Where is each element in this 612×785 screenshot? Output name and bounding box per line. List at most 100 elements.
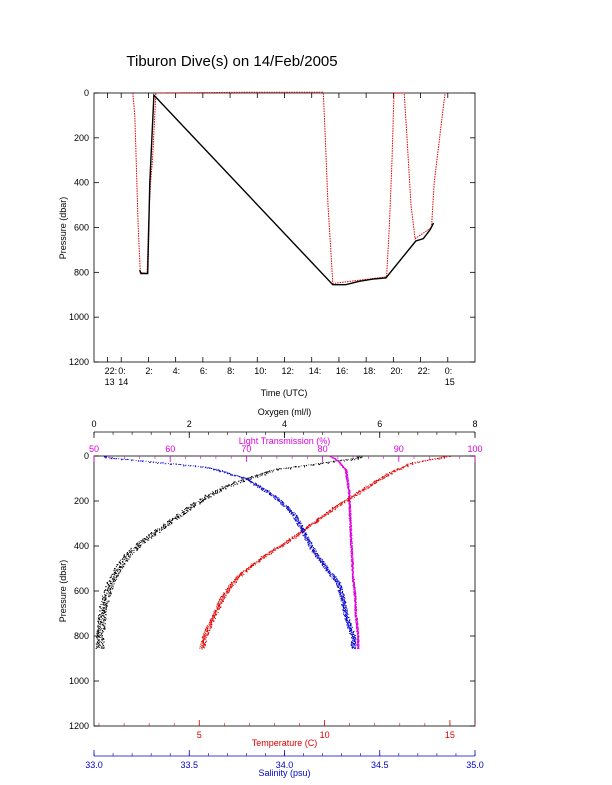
data-point (403, 466, 405, 468)
data-point (105, 607, 107, 609)
data-point (227, 589, 229, 591)
data-point (395, 470, 397, 472)
data-point (347, 475, 349, 477)
data-point (352, 576, 354, 578)
data-point (155, 531, 157, 533)
data-point (351, 646, 353, 648)
data-point (320, 518, 322, 520)
data-point (119, 571, 121, 573)
data-point (333, 574, 335, 576)
data-point (304, 529, 306, 530)
data-point (340, 582, 342, 584)
data-point (347, 622, 348, 624)
data-point (411, 463, 413, 465)
data-point (327, 514, 329, 515)
data-point (215, 490, 217, 492)
data-point (175, 518, 177, 519)
data-point (208, 623, 210, 625)
water-column-y-axis-label: Pressure (dbar) (58, 560, 68, 623)
data-point (203, 633, 204, 635)
data-point (332, 573, 333, 575)
data-point (233, 475, 235, 477)
data-point (253, 563, 254, 565)
data-point (230, 582, 232, 584)
data-point (322, 563, 323, 564)
data-point (281, 504, 283, 506)
data-point (352, 636, 354, 638)
data-point (346, 612, 348, 613)
data-point (255, 482, 257, 484)
data-point (351, 642, 352, 644)
data-point (350, 505, 351, 507)
data-point (310, 546, 312, 548)
data-point (348, 510, 350, 512)
data-point (347, 488, 349, 489)
data-point (333, 576, 335, 578)
data-point (215, 491, 216, 493)
x-tick-label: 10: (254, 366, 267, 376)
data-point (331, 507, 333, 509)
oxygen-profile-line (99, 455, 361, 649)
data-point (300, 532, 302, 534)
data-point (246, 479, 248, 481)
data-point (167, 521, 168, 522)
data-point (102, 631, 104, 633)
data-point (218, 602, 219, 604)
data-point (101, 621, 103, 623)
data-point (229, 589, 231, 591)
data-point (160, 462, 162, 464)
y-tick-label: 200 (74, 133, 89, 143)
data-point (343, 460, 345, 462)
data-point (341, 600, 343, 602)
data-point (350, 551, 352, 553)
data-point (350, 460, 352, 461)
data-point (262, 489, 264, 491)
data-point (250, 567, 252, 568)
sal-tick-label: 35.0 (466, 760, 484, 770)
data-point (341, 599, 343, 601)
data-point (346, 459, 348, 461)
data-point (351, 550, 353, 551)
data-point (208, 496, 210, 498)
data-point (269, 493, 271, 495)
data-point (444, 456, 446, 458)
data-point (119, 561, 121, 563)
data-point (293, 515, 295, 516)
data-point (150, 461, 151, 463)
data-point (209, 625, 211, 627)
data-point (237, 579, 238, 581)
data-point (357, 638, 359, 640)
data-point (138, 460, 140, 462)
data-point (314, 554, 316, 556)
data-point (355, 593, 357, 595)
data-point (228, 483, 230, 485)
data-point (346, 471, 348, 473)
data-point (280, 502, 282, 504)
data-point (406, 465, 408, 467)
data-point (347, 479, 349, 481)
data-point (309, 540, 311, 542)
data-point (329, 569, 331, 571)
data-point (301, 527, 303, 529)
data-point (108, 586, 110, 588)
data-point (239, 573, 241, 575)
data-point (304, 536, 306, 538)
data-point (301, 529, 303, 531)
data-point (348, 496, 350, 498)
data-point (234, 484, 236, 485)
data-point (325, 570, 327, 572)
data-point (223, 488, 225, 490)
data-point (184, 508, 186, 510)
data-point (335, 580, 337, 582)
data-point (315, 553, 317, 555)
data-point (148, 534, 149, 536)
data-point (98, 645, 100, 647)
data-point (308, 544, 310, 546)
temp-axis-label: Temperature (C) (252, 738, 318, 748)
data-point (162, 462, 164, 464)
data-point (351, 541, 353, 543)
data-point (375, 480, 377, 482)
data-point (299, 523, 301, 525)
data-point (226, 591, 228, 593)
data-point (145, 538, 147, 540)
